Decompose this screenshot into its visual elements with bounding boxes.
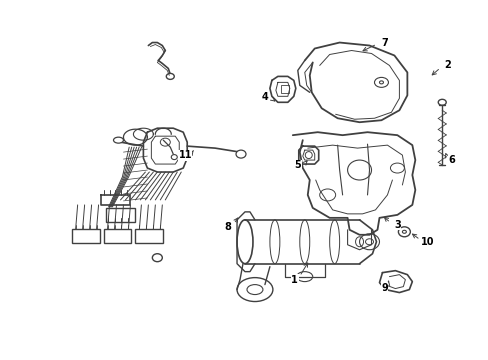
Text: 9: 9	[380, 283, 387, 293]
Text: 2: 2	[443, 60, 449, 71]
Text: 3: 3	[393, 220, 400, 230]
FancyBboxPatch shape	[135, 229, 163, 243]
Text: 1: 1	[291, 275, 298, 285]
Text: 7: 7	[380, 37, 387, 48]
Ellipse shape	[236, 150, 245, 158]
Text: 10: 10	[420, 237, 433, 247]
Ellipse shape	[152, 254, 162, 262]
Ellipse shape	[113, 137, 123, 143]
FancyBboxPatch shape	[72, 229, 100, 243]
Text: 8: 8	[224, 222, 231, 232]
Ellipse shape	[402, 230, 406, 233]
Text: 11: 11	[178, 150, 192, 160]
Ellipse shape	[166, 73, 174, 80]
FancyBboxPatch shape	[103, 229, 131, 243]
Text: 5: 5	[294, 160, 301, 170]
Text: 4: 4	[261, 92, 268, 102]
Ellipse shape	[171, 154, 177, 159]
FancyBboxPatch shape	[280, 85, 288, 93]
Text: 6: 6	[448, 155, 455, 165]
Ellipse shape	[398, 227, 409, 237]
FancyBboxPatch shape	[105, 208, 135, 222]
